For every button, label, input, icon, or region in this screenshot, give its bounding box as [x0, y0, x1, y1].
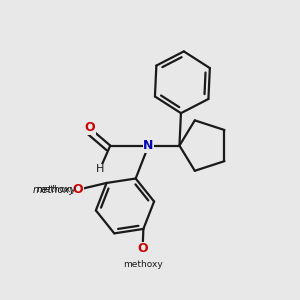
Text: H: H	[96, 164, 104, 174]
Text: methoxy: methoxy	[33, 185, 76, 195]
Text: N: N	[143, 139, 154, 152]
Text: O: O	[73, 183, 83, 196]
Text: methoxy: methoxy	[36, 185, 76, 194]
Text: methoxy: methoxy	[123, 260, 163, 269]
Text: O: O	[73, 183, 83, 196]
Text: O: O	[137, 242, 148, 255]
Text: O: O	[84, 122, 95, 134]
